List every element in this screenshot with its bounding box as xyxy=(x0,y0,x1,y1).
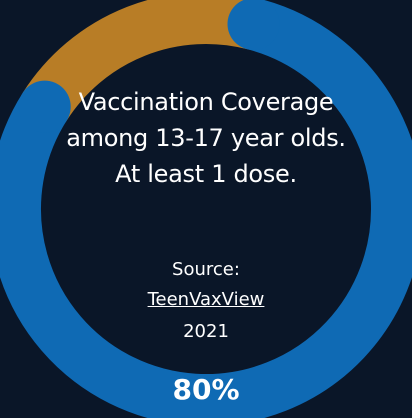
percentage-label: 80% xyxy=(172,373,240,406)
source-label: Source: xyxy=(172,259,240,280)
source-link[interactable]: TeenVaxView xyxy=(147,289,265,310)
donut-slice-not-vaccinated xyxy=(22,0,260,122)
chart-title: Vaccination Coverage among 13-17 year ol… xyxy=(66,88,346,188)
source-link-row: TeenVaxView xyxy=(66,286,346,314)
donut-slice-cap-end xyxy=(18,80,71,133)
donut-slice-cap-start xyxy=(227,0,280,50)
source-year: 2021 xyxy=(183,321,229,342)
